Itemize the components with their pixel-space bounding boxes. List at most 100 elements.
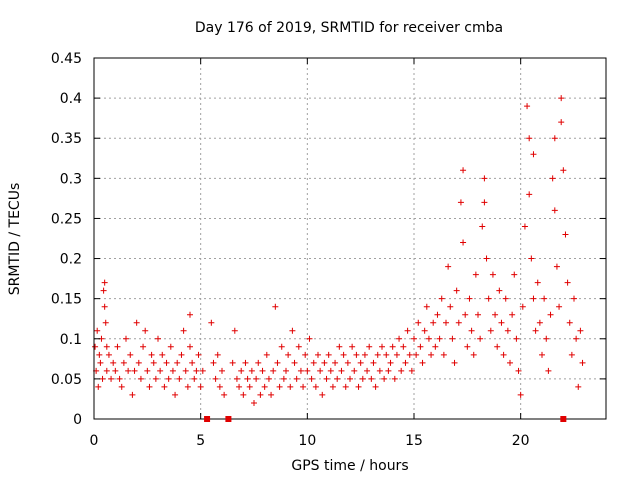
data-point	[400, 343, 407, 350]
data-point	[108, 375, 115, 382]
data-point	[221, 391, 228, 398]
data-point	[530, 295, 537, 302]
data-point	[233, 375, 240, 382]
y-tick-label: 0.15	[51, 292, 82, 308]
data-point	[481, 199, 488, 206]
data-point	[475, 311, 481, 318]
data-point	[274, 359, 281, 366]
data-point	[500, 351, 507, 358]
plot-frame	[93, 57, 607, 420]
data-point	[283, 367, 289, 374]
data-point	[436, 335, 443, 342]
data-point	[255, 359, 262, 366]
data-point	[485, 295, 492, 302]
x-tick-label: 20	[512, 433, 530, 449]
data-point	[347, 375, 353, 382]
data-point	[460, 167, 467, 174]
data-point	[167, 343, 174, 350]
y-tick-label: 0.05	[51, 372, 82, 388]
data-point	[466, 295, 473, 302]
data-point	[178, 351, 185, 358]
y-tick-label: 0.45	[51, 51, 82, 67]
data-point	[496, 287, 503, 294]
data-point	[118, 383, 125, 390]
data-point	[210, 359, 217, 366]
data-point	[135, 359, 142, 366]
data-point	[553, 263, 560, 270]
data-point	[321, 359, 328, 366]
data-point	[406, 351, 413, 358]
grid	[94, 58, 606, 419]
data-point	[236, 383, 243, 390]
data-point	[413, 351, 420, 358]
data-point	[123, 335, 129, 342]
data-point	[524, 103, 531, 110]
data-point	[101, 279, 108, 286]
data-point	[494, 343, 501, 350]
data-point	[144, 367, 151, 374]
data-point	[159, 351, 166, 358]
data-point	[562, 231, 569, 238]
data-point	[95, 383, 102, 390]
data-point	[432, 343, 439, 350]
data-point	[579, 359, 586, 366]
data-point	[268, 391, 275, 398]
y-tick-label: 0	[73, 412, 82, 428]
data-point	[102, 319, 109, 326]
data-point	[421, 327, 428, 334]
data-point	[534, 279, 541, 286]
y-tick-label: 0.1	[60, 332, 82, 348]
data-point	[163, 359, 170, 366]
data-point	[246, 383, 253, 390]
data-point	[293, 375, 300, 382]
data-point	[443, 319, 449, 326]
data-point	[278, 343, 285, 350]
data-point	[391, 375, 398, 382]
data-point	[355, 383, 362, 390]
data-point	[477, 335, 484, 342]
data-point	[161, 383, 168, 390]
x-tick-label: 0	[90, 433, 99, 449]
y-axis-label: SRMTID / TECUs	[7, 183, 23, 296]
data-point	[558, 119, 565, 126]
x-tick-label: 10	[298, 433, 316, 449]
data-point	[575, 383, 582, 390]
data-point	[150, 359, 157, 366]
data-point	[125, 367, 132, 374]
data-point	[137, 375, 144, 382]
data-point	[315, 351, 321, 358]
ticks	[93, 57, 606, 420]
data-point	[229, 359, 236, 366]
data-point	[556, 303, 563, 310]
data-point	[368, 375, 375, 382]
data-point	[536, 319, 543, 326]
data-point	[564, 279, 571, 286]
data-point	[120, 359, 127, 366]
data-point	[530, 151, 537, 158]
y-tick-label: 0.2	[60, 252, 82, 268]
data-point	[445, 263, 452, 270]
data-point	[169, 367, 176, 374]
data-point	[297, 367, 304, 374]
data-point	[396, 335, 403, 342]
data-point	[96, 351, 103, 358]
data-point	[521, 223, 528, 230]
data-point	[319, 391, 326, 398]
data-point	[231, 327, 238, 334]
data-point	[189, 359, 196, 366]
data-point	[312, 383, 319, 390]
data-point	[99, 375, 106, 382]
data-point	[310, 359, 317, 366]
data-point	[97, 359, 104, 366]
data-point	[417, 343, 424, 350]
data-point	[393, 351, 400, 358]
data-point	[370, 359, 377, 366]
data-point	[304, 367, 311, 374]
data-point	[295, 343, 302, 350]
data-point	[549, 175, 556, 182]
data-point	[502, 295, 509, 302]
data-point	[184, 383, 191, 390]
data-point	[449, 335, 456, 342]
data-point	[182, 367, 189, 374]
data-point	[381, 375, 388, 382]
